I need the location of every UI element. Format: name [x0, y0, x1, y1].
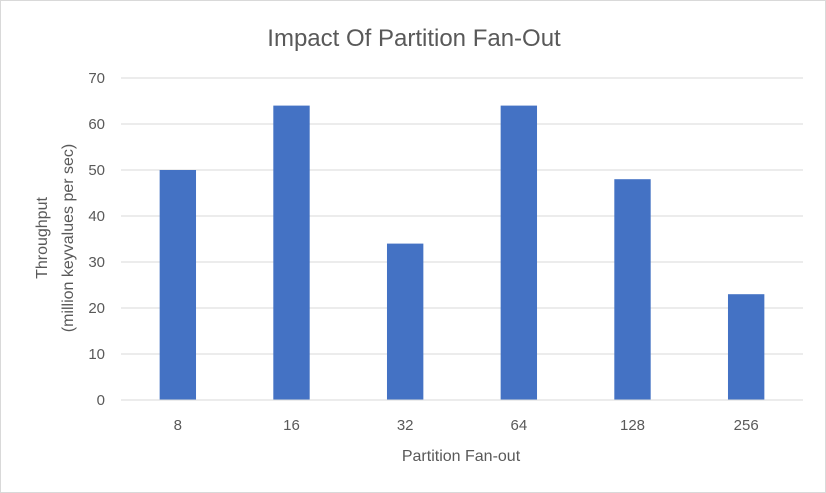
gridlines — [121, 77, 803, 355]
y-tick-label: 50 — [88, 162, 105, 179]
y-tick-label: 0 — [97, 392, 105, 409]
y-axis-label-line2: (million keyvalues per sec) — [60, 144, 77, 333]
y-tick-label: 40 — [88, 208, 105, 225]
bar-128 — [614, 179, 651, 400]
x-tick-label: 64 — [510, 417, 527, 434]
y-tick-label: 70 — [88, 70, 105, 87]
x-tick-label: 16 — [283, 417, 300, 434]
y-tick-label: 10 — [88, 346, 105, 363]
y-tick-label: 20 — [88, 300, 105, 317]
y-axis-label: Throughput (million keyvalues per sec) — [34, 144, 77, 333]
bar-256 — [727, 294, 765, 400]
bar-16 — [273, 105, 310, 400]
x-tick-label: 256 — [734, 417, 759, 434]
x-tick-label: 128 — [620, 417, 645, 434]
bar-32 — [386, 243, 424, 400]
y-axis-label-line1: Throughput — [34, 197, 51, 279]
bar-64 — [500, 105, 538, 400]
y-tick-label: 30 — [88, 254, 105, 271]
chart-title: Impact Of Partition Fan-Out — [267, 25, 561, 52]
x-axis-ticks: 8 16 32 64 128 256 — [174, 417, 759, 434]
x-axis-label: Partition Fan-out — [402, 448, 521, 465]
x-tick-label: 8 — [174, 417, 182, 434]
y-axis-ticks: 0 10 20 30 40 50 60 70 — [88, 70, 105, 409]
x-tick-label: 32 — [397, 417, 414, 434]
bar-8 — [159, 170, 197, 400]
bars — [159, 105, 765, 400]
y-tick-label: 60 — [88, 116, 105, 133]
